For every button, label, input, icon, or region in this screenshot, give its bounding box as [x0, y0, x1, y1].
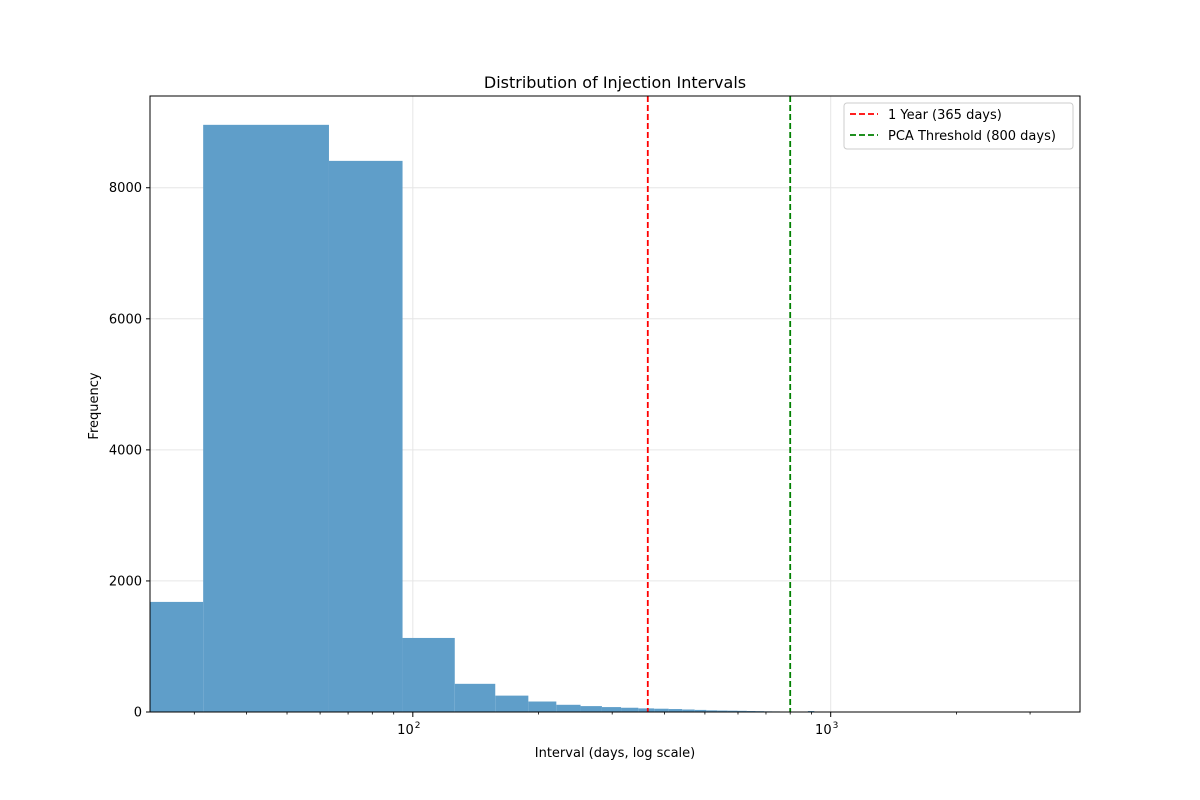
- histogram-bar: [621, 707, 639, 712]
- histogram-bar: [737, 710, 747, 712]
- y-tick-label: 6000: [109, 312, 142, 327]
- y-axis-label: Frequency: [87, 372, 102, 439]
- histogram-bar: [150, 601, 204, 712]
- reference-lines-layer: [646, 96, 792, 712]
- legend-box: [843, 102, 1074, 150]
- histogram-bar: [495, 695, 529, 712]
- plot-frame: [149, 95, 1081, 713]
- y-tick-label: 2000: [109, 574, 142, 589]
- histogram-bar: [454, 683, 496, 712]
- histogram-bar: [203, 124, 329, 712]
- x-axis-label: Interval (days, log scale): [535, 746, 695, 761]
- histogram-bar: [580, 706, 602, 712]
- chart-title: Distribution of Injection Intervals: [484, 73, 746, 92]
- histogram-bar: [601, 707, 622, 712]
- histogram-bar: [727, 710, 738, 712]
- legend: 1 Year (365 days) PCA Threshold (800 day…: [843, 102, 1074, 150]
- histogram-bar: [402, 637, 455, 712]
- histogram-bar: [706, 710, 718, 712]
- legend-label-1-year: 1 Year (365 days): [888, 108, 1002, 123]
- histogram-bar: [556, 704, 581, 712]
- histogram-bar: [638, 708, 655, 712]
- histogram-bar: [654, 708, 669, 712]
- histogram-bar: [528, 701, 557, 712]
- y-tick-label: 4000: [109, 443, 142, 458]
- y-tick-label: 0: [134, 706, 142, 721]
- histogram-bar: [717, 710, 728, 712]
- histogram-bar: [682, 709, 695, 712]
- histogram-bar: [328, 160, 403, 713]
- y-tick-label: 8000: [109, 181, 142, 196]
- histogram-bar: [668, 709, 683, 712]
- histogram-bar: [694, 709, 707, 712]
- bars-layer: [150, 124, 821, 713]
- legend-label-pca-threshold: PCA Threshold (800 days): [888, 129, 1056, 144]
